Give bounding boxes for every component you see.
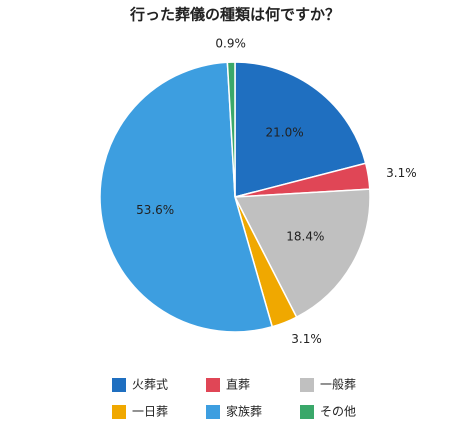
legend-label: その他 [320, 405, 356, 419]
pie-slice [233, 188, 371, 319]
data-label: 18.4% [286, 230, 324, 244]
legend-label: 火葬式 [132, 378, 168, 392]
data-label: 3.1% [386, 166, 417, 180]
data-label: 3.1% [291, 332, 322, 346]
legend-label: 一般葬 [320, 377, 356, 392]
data-label: 53.6% [136, 203, 174, 217]
legend-swatch [300, 405, 314, 419]
legend-label: 直葬 [226, 378, 250, 392]
data-label: 21.0% [266, 125, 304, 139]
chart-title: 行った葬儀の種類は何ですか？ [129, 6, 340, 24]
legend-swatch [112, 378, 126, 392]
data-label: 0.9% [215, 37, 246, 51]
pie-slice [99, 61, 274, 333]
legend-swatch [206, 378, 220, 392]
legend-swatch [206, 405, 220, 419]
legend-label: 一日葬 [132, 405, 168, 419]
legend-label: 家族葬 [226, 404, 262, 419]
legend-swatch [300, 378, 314, 392]
pie-slice [226, 61, 236, 198]
legend-swatch [112, 405, 126, 419]
pie-slice [234, 61, 367, 198]
